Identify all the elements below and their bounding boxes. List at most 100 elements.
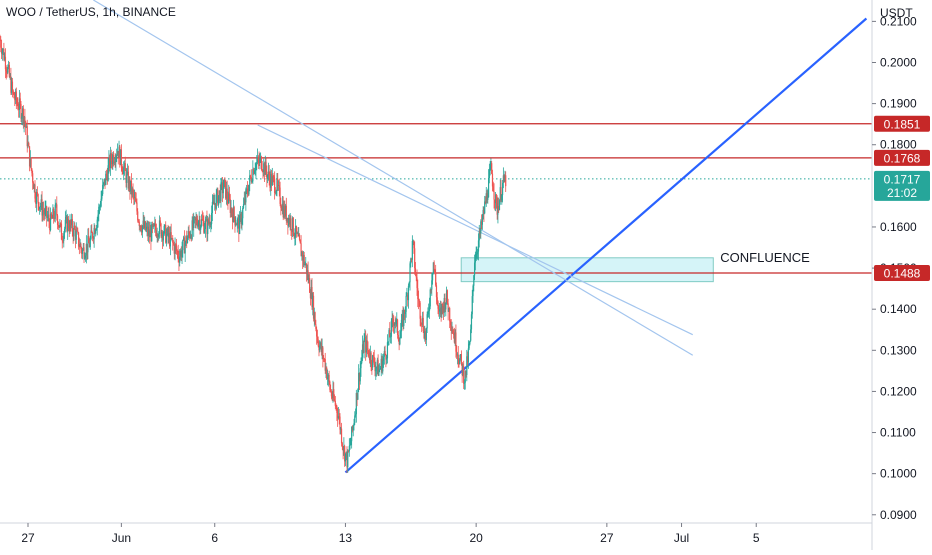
candle xyxy=(193,217,196,218)
candle xyxy=(134,197,136,202)
candle xyxy=(262,171,264,172)
candle xyxy=(91,232,94,239)
candle xyxy=(213,201,215,205)
candle xyxy=(424,331,426,339)
candle xyxy=(414,268,417,275)
candle xyxy=(336,406,338,414)
candle xyxy=(500,187,502,201)
candle xyxy=(442,306,445,313)
candle xyxy=(3,48,5,60)
candle xyxy=(309,278,311,293)
candle xyxy=(403,309,406,314)
candle xyxy=(313,312,315,319)
last-price-value: 0.1717 xyxy=(884,172,921,186)
candle xyxy=(459,354,462,359)
candle xyxy=(479,230,481,234)
candle xyxy=(23,116,25,124)
candle xyxy=(200,219,203,226)
x-tick-label: Jul xyxy=(674,531,689,545)
candle xyxy=(229,199,231,213)
candle xyxy=(387,341,389,343)
candle xyxy=(204,229,206,233)
candle xyxy=(0,47,3,54)
candle xyxy=(481,217,483,225)
candle xyxy=(427,311,429,315)
candle xyxy=(103,179,105,183)
candle xyxy=(46,206,48,218)
candle xyxy=(474,260,476,263)
candle xyxy=(217,189,219,205)
candle xyxy=(172,238,174,243)
candle xyxy=(190,236,192,240)
candle xyxy=(97,214,99,220)
candle xyxy=(228,193,230,204)
candle xyxy=(246,188,249,193)
confluence-zone[interactable] xyxy=(460,257,714,283)
price-level-badge xyxy=(874,265,930,282)
trendline-resistance-b[interactable] xyxy=(257,124,694,336)
candle xyxy=(478,230,480,241)
price-level-badge-label: 0.1488 xyxy=(884,267,921,281)
candle xyxy=(278,185,280,188)
candle xyxy=(75,230,77,240)
candle xyxy=(355,392,357,415)
candle xyxy=(423,331,425,339)
candle xyxy=(170,232,172,239)
candle xyxy=(326,367,328,379)
candle xyxy=(472,285,474,297)
candle xyxy=(384,350,386,355)
candle xyxy=(350,441,352,446)
candle xyxy=(421,317,424,325)
candle xyxy=(249,175,251,185)
candle xyxy=(465,370,467,376)
candle xyxy=(169,232,171,247)
candle xyxy=(469,340,471,344)
candle xyxy=(43,212,45,215)
candle xyxy=(215,194,217,209)
candle xyxy=(299,239,301,244)
candle xyxy=(81,250,84,254)
candle xyxy=(381,358,383,372)
candle xyxy=(36,192,38,195)
candle xyxy=(236,219,238,226)
candle xyxy=(118,146,120,158)
candle xyxy=(396,319,398,321)
candle xyxy=(316,336,319,340)
candle xyxy=(451,330,453,332)
candle xyxy=(88,243,91,248)
candle xyxy=(485,193,487,204)
candle xyxy=(116,151,119,156)
candle xyxy=(141,225,143,233)
candle xyxy=(161,232,163,237)
candle xyxy=(495,194,497,203)
candle xyxy=(197,223,199,227)
candle xyxy=(110,153,112,161)
candle xyxy=(143,220,145,228)
candle xyxy=(413,240,415,249)
trendline-support[interactable] xyxy=(344,17,868,474)
candle xyxy=(293,234,295,238)
candle xyxy=(498,206,500,211)
candle xyxy=(210,224,212,225)
candle xyxy=(109,153,112,168)
candle xyxy=(431,272,434,281)
candle xyxy=(302,255,305,261)
candle xyxy=(274,178,276,193)
trendline-resistance-a[interactable] xyxy=(93,0,694,356)
candle xyxy=(393,323,395,326)
candle xyxy=(449,308,451,322)
candle xyxy=(266,171,268,179)
candle xyxy=(487,197,489,200)
candle xyxy=(487,178,490,198)
candle xyxy=(406,295,408,297)
candle xyxy=(207,219,209,235)
candle xyxy=(239,215,241,234)
candle xyxy=(216,189,218,195)
candle xyxy=(298,234,300,237)
candle xyxy=(297,233,299,237)
candle xyxy=(417,288,419,299)
candle xyxy=(237,219,239,220)
x-tick-label: 6 xyxy=(211,531,218,545)
